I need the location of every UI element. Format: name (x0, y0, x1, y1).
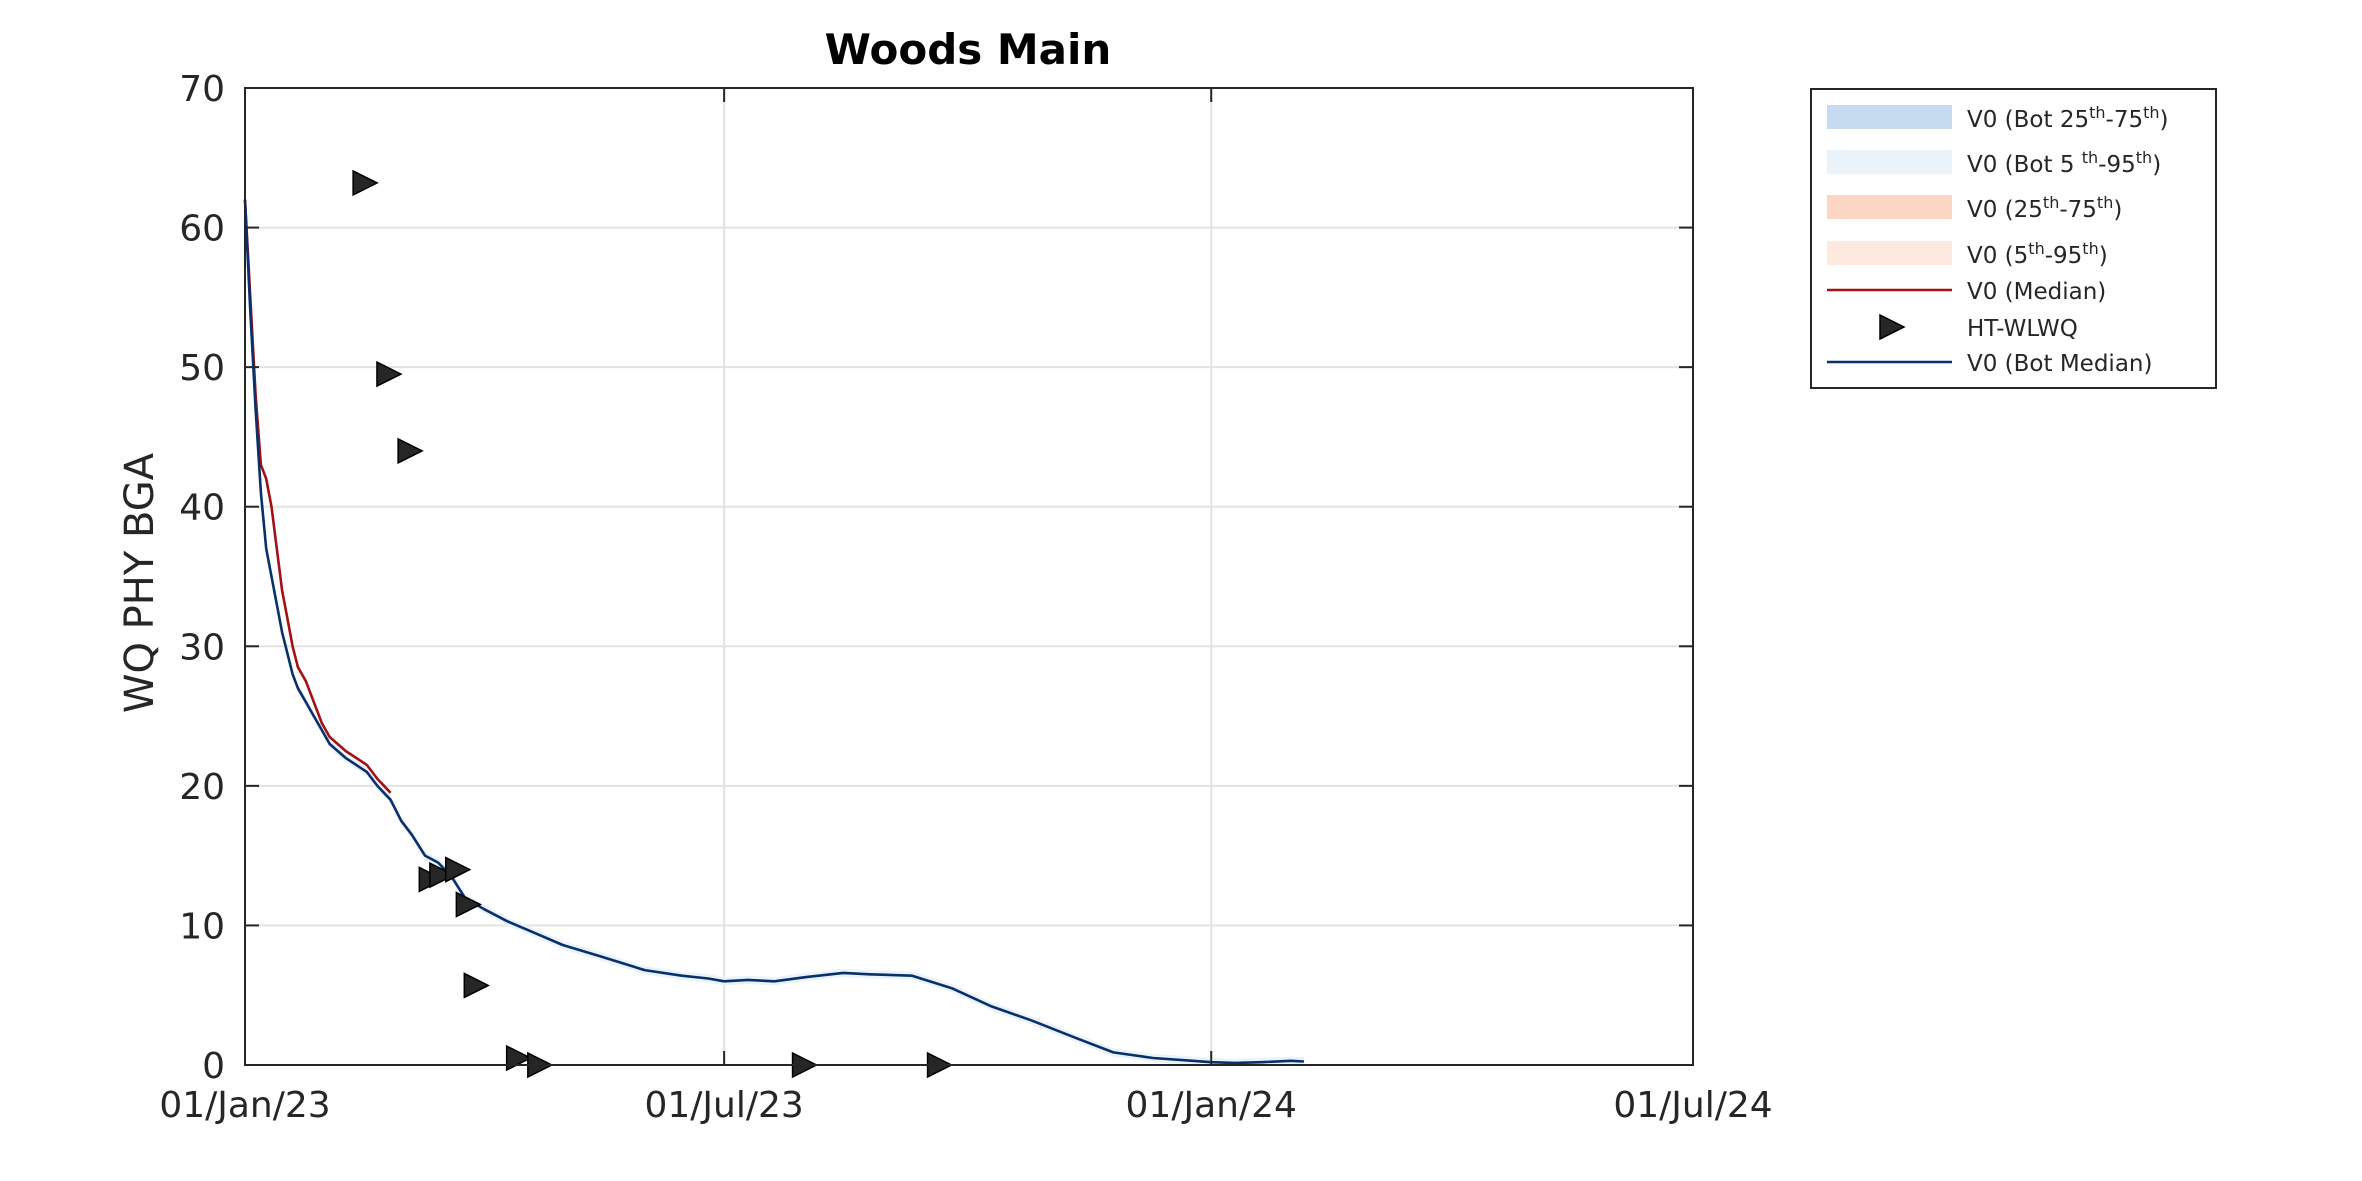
legend-swatch (1827, 105, 1952, 129)
x-tick-label: 01/Jul/23 (644, 1085, 803, 1126)
legend-label: HT-WLWQ (1967, 316, 2078, 342)
legend-label: V0 (25th-75th) (1967, 193, 2122, 224)
y-tick-label: 50 (179, 348, 225, 389)
legend-label: V0 (Bot 25th-75th) (1967, 103, 2169, 134)
y-tick-label: 0 (202, 1046, 225, 1087)
y-tick-label: 60 (179, 209, 225, 250)
legend-label: V0 (Bot Median) (1967, 351, 2152, 377)
y-axis-label: WQ PHY BGA (117, 452, 163, 713)
y-tick-label: 70 (179, 69, 225, 110)
x-tick-label: 01/Jul/24 (1613, 1085, 1772, 1126)
grid-lines (245, 88, 1693, 1065)
legend: V0 (Bot 25th-75th) V0 (Bot 5 th-95th) V0 (… (1810, 88, 2217, 389)
median-line (243, 199, 392, 794)
legend-label: V0 (5th-95th) (1967, 239, 2108, 270)
observation-marker (429, 861, 456, 889)
legend-swatch (1827, 241, 1952, 265)
observation-marker (376, 360, 403, 388)
tick-labels: 0 10 20 30 40 50 60 70 01/Jan/23 01/Jul/23 01/Jan/… (159, 69, 1772, 1126)
observation-marker (445, 856, 472, 883)
observation-marker (397, 437, 424, 465)
y-tick-label: 40 (179, 488, 225, 529)
x-tick-label: 01/Jan/24 (1126, 1085, 1297, 1126)
observation-marker (352, 169, 379, 197)
plot-background (245, 88, 1693, 1065)
legend-box (1810, 88, 2217, 389)
axes (244, 87, 1694, 1066)
observation-marker (455, 891, 483, 918)
legend-swatch (1827, 195, 1952, 219)
legend-label: V0 (Median) (1967, 279, 2106, 305)
legend-swatch (1827, 150, 1952, 174)
x-tick-label: 01/Jan/23 (159, 1085, 330, 1126)
plot-area (245, 88, 1693, 1065)
axes-box (244, 87, 1694, 1066)
legend-swatch (1879, 313, 1906, 341)
legend-label: V0 (Bot 5 th-95th) (1967, 148, 2161, 179)
y-tick-label: 10 (179, 906, 225, 947)
chart-title: Woods Main (825, 25, 1112, 74)
y-tick-label: 30 (179, 627, 225, 668)
observation-marker (463, 972, 490, 999)
y-tick-label: 20 (179, 767, 225, 808)
